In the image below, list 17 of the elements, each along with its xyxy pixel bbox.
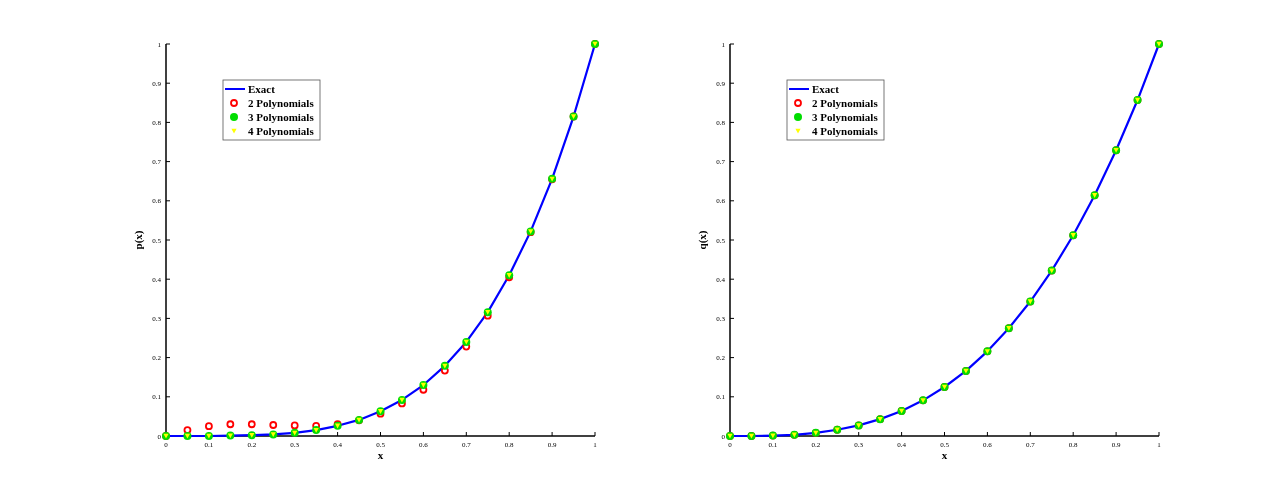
- legend-label: 3 Polynomials: [812, 111, 879, 123]
- legend-label: 4 Polynomials: [812, 125, 879, 137]
- legend-label: 2 Polynomials: [248, 97, 315, 109]
- point: [269, 421, 278, 429]
- point: [290, 421, 299, 430]
- x-axis-title: x: [941, 449, 948, 461]
- point: [226, 420, 235, 429]
- legend-label: Exact: [248, 83, 276, 95]
- point: [247, 420, 256, 429]
- y-axis-title: p(x): [132, 230, 145, 250]
- legend-label: 4 Polynomials: [248, 125, 315, 137]
- legend-label: 2 Polynomials: [812, 97, 879, 109]
- legend-label: 3 Polynomials: [248, 111, 315, 123]
- x-axis-title: x: [377, 449, 384, 461]
- y-axis-title: q(x): [696, 230, 709, 250]
- legend-label: Exact: [812, 83, 840, 95]
- point: [205, 422, 213, 431]
